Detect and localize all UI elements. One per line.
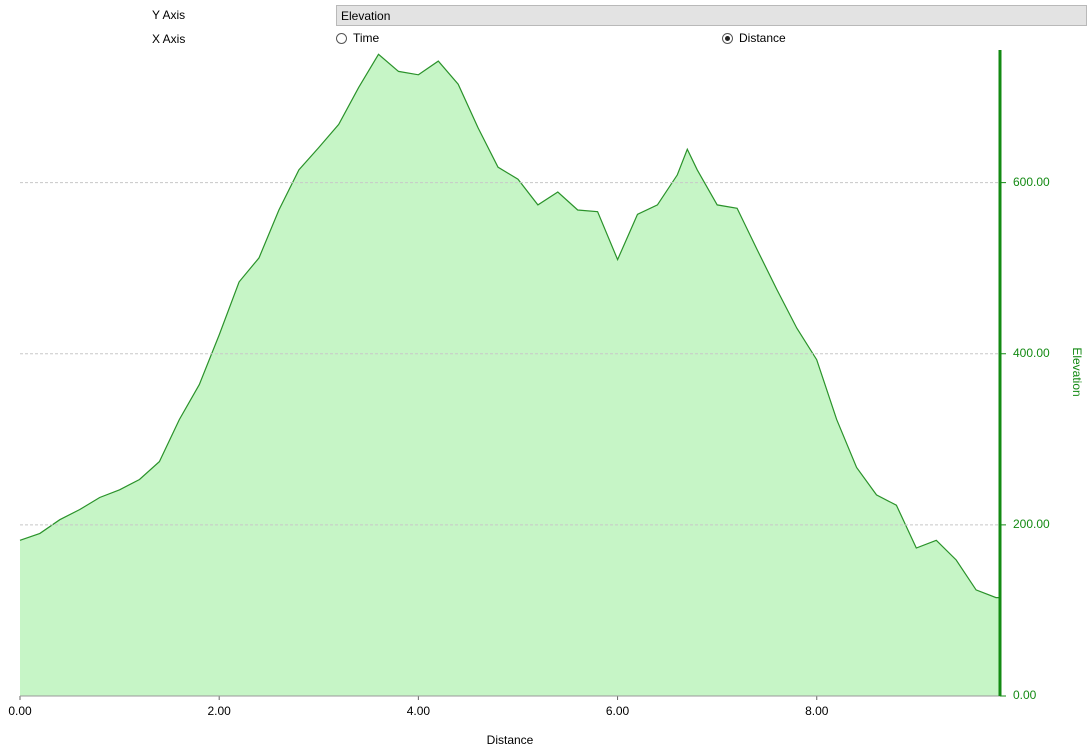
radio-label: Time <box>353 31 380 45</box>
y-axis-title: Elevation <box>1070 347 1084 396</box>
y-axis-label: Y Axis <box>152 8 186 22</box>
x-tick-label: 2.00 <box>208 704 232 718</box>
y-tick-label: 400.00 <box>1013 346 1050 360</box>
radio-option[interactable]: Distance <box>722 31 786 45</box>
x-tick-label: 4.00 <box>407 704 431 718</box>
x-axis-label: X Axis <box>152 32 186 46</box>
radio-dot[interactable] <box>336 32 347 44</box>
x-axis-title: Distance <box>487 733 534 747</box>
area-line <box>19 53 1000 599</box>
x-tick-label: 6.00 <box>606 704 630 718</box>
radio-label: Distance <box>739 31 786 45</box>
x-tick-label: 8.00 <box>805 704 829 718</box>
y-axis-select[interactable]: Elevation <box>336 5 1087 26</box>
y-tick-label: 0.00 <box>1013 688 1037 702</box>
y-tick-label: 200.00 <box>1013 517 1050 531</box>
area-fill <box>20 54 1000 697</box>
x-tick-label: 0.00 <box>8 704 32 718</box>
radio-dot[interactable] <box>722 32 733 44</box>
radio-option[interactable]: Time <box>336 31 379 45</box>
y-tick-label: 600.00 <box>1013 175 1050 189</box>
